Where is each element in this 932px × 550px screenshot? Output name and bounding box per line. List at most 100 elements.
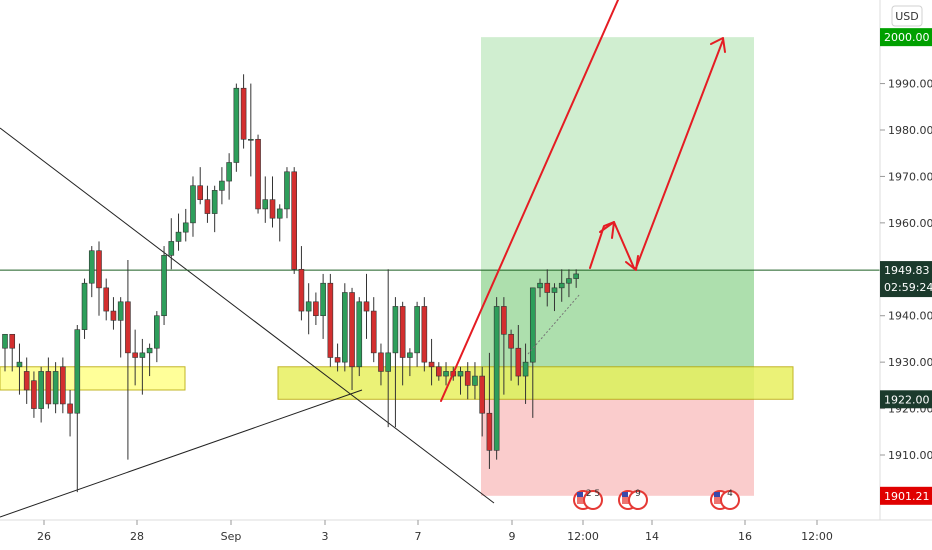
support-zone[interactable] xyxy=(277,366,794,400)
candle[interactable] xyxy=(9,333,16,372)
candle[interactable] xyxy=(479,366,485,437)
candle[interactable] xyxy=(342,283,348,372)
candle-body-up xyxy=(139,352,146,358)
candle[interactable] xyxy=(356,297,363,377)
event-flag[interactable]: 9 xyxy=(618,489,648,510)
candle[interactable] xyxy=(23,357,30,404)
candle[interactable] xyxy=(392,297,399,428)
projection-zigzag[interactable] xyxy=(589,39,724,269)
candle[interactable] xyxy=(219,167,225,205)
candle[interactable] xyxy=(248,83,254,177)
candle[interactable] xyxy=(486,352,493,469)
candle[interactable] xyxy=(370,297,377,363)
candle[interactable] xyxy=(175,213,182,251)
candle[interactable] xyxy=(117,297,124,358)
candle[interactable] xyxy=(327,273,334,367)
candle[interactable] xyxy=(269,176,276,228)
candle[interactable] xyxy=(428,338,435,386)
candle[interactable] xyxy=(349,287,355,390)
candle[interactable] xyxy=(529,287,536,418)
candle[interactable] xyxy=(385,269,391,428)
candle[interactable] xyxy=(421,297,428,372)
candle[interactable] xyxy=(544,269,551,307)
candle[interactable] xyxy=(233,83,240,172)
candle[interactable] xyxy=(67,390,73,437)
candle[interactable] xyxy=(515,325,522,386)
candle[interactable] xyxy=(298,246,305,321)
candle[interactable] xyxy=(472,362,478,400)
candle[interactable] xyxy=(435,362,442,381)
projection-arrows[interactable] xyxy=(440,0,726,402)
candle[interactable] xyxy=(566,269,572,298)
candle[interactable] xyxy=(132,329,138,386)
stop-loss-zone[interactable] xyxy=(481,399,754,496)
candle[interactable] xyxy=(414,301,420,367)
economic-events[interactable]: 2 5 9 4 xyxy=(573,489,740,510)
candle[interactable] xyxy=(255,134,261,214)
ascending-trendline[interactable] xyxy=(0,389,363,518)
time-tick-label: 9 xyxy=(509,530,516,543)
candle[interactable] xyxy=(226,153,232,200)
candle[interactable] xyxy=(551,283,558,312)
candle[interactable] xyxy=(262,176,269,223)
candle[interactable] xyxy=(74,325,81,493)
candle[interactable] xyxy=(197,167,204,205)
candle[interactable] xyxy=(573,269,579,288)
event-flag[interactable]: 2 5 xyxy=(573,489,603,510)
candle[interactable] xyxy=(276,204,283,242)
projection-line-steep[interactable] xyxy=(440,0,619,402)
flag-stripes-icon xyxy=(622,497,634,504)
candle[interactable] xyxy=(501,297,507,395)
candle[interactable] xyxy=(125,260,131,460)
candle[interactable] xyxy=(168,218,175,270)
candle[interactable] xyxy=(2,333,8,372)
candle[interactable] xyxy=(60,357,66,414)
candle[interactable] xyxy=(493,297,500,460)
candle-body-down xyxy=(67,403,73,414)
candle[interactable] xyxy=(31,371,37,418)
candle[interactable] xyxy=(522,343,529,404)
currency-button[interactable]: USD xyxy=(891,5,923,27)
candle[interactable] xyxy=(537,278,543,298)
candle[interactable] xyxy=(88,246,95,298)
candle[interactable] xyxy=(161,246,167,325)
candle[interactable] xyxy=(81,278,88,339)
candle[interactable] xyxy=(154,311,160,363)
candle[interactable] xyxy=(45,357,52,409)
candle[interactable] xyxy=(16,343,23,395)
candle[interactable] xyxy=(363,273,370,339)
candle[interactable] xyxy=(38,366,44,423)
candle[interactable] xyxy=(52,362,59,414)
candle[interactable] xyxy=(146,343,153,377)
candle[interactable] xyxy=(305,283,312,335)
candle[interactable] xyxy=(457,366,464,395)
stop-loss-badge-label: 1901.21 xyxy=(884,490,930,503)
descending-trendline[interactable] xyxy=(0,127,495,504)
candle[interactable] xyxy=(204,185,211,223)
candle[interactable] xyxy=(378,343,384,386)
candle[interactable] xyxy=(313,292,319,326)
candle[interactable] xyxy=(320,273,326,339)
candle[interactable] xyxy=(508,329,514,381)
candle[interactable] xyxy=(443,362,449,386)
candle[interactable] xyxy=(291,167,298,274)
candle[interactable] xyxy=(464,362,471,400)
candle[interactable] xyxy=(558,269,565,302)
candle[interactable] xyxy=(334,343,341,372)
candle[interactable] xyxy=(399,301,406,386)
last-price-badge-label: 1949.83 xyxy=(884,264,930,277)
candle[interactable] xyxy=(96,241,102,316)
event-flag[interactable]: 4 xyxy=(710,489,740,510)
candle[interactable] xyxy=(211,185,218,233)
candle[interactable] xyxy=(139,338,146,395)
candle[interactable] xyxy=(284,167,290,219)
candle[interactable] xyxy=(240,74,247,149)
candle-body-down xyxy=(501,306,507,335)
candle[interactable] xyxy=(190,176,196,237)
time-axis[interactable]: 26 28 Sep 3 7 9 12:00 14 16 12:00 xyxy=(37,520,833,543)
candle[interactable] xyxy=(407,348,413,377)
candle[interactable] xyxy=(103,278,110,321)
candle[interactable] xyxy=(110,297,117,330)
candle[interactable] xyxy=(182,208,189,242)
